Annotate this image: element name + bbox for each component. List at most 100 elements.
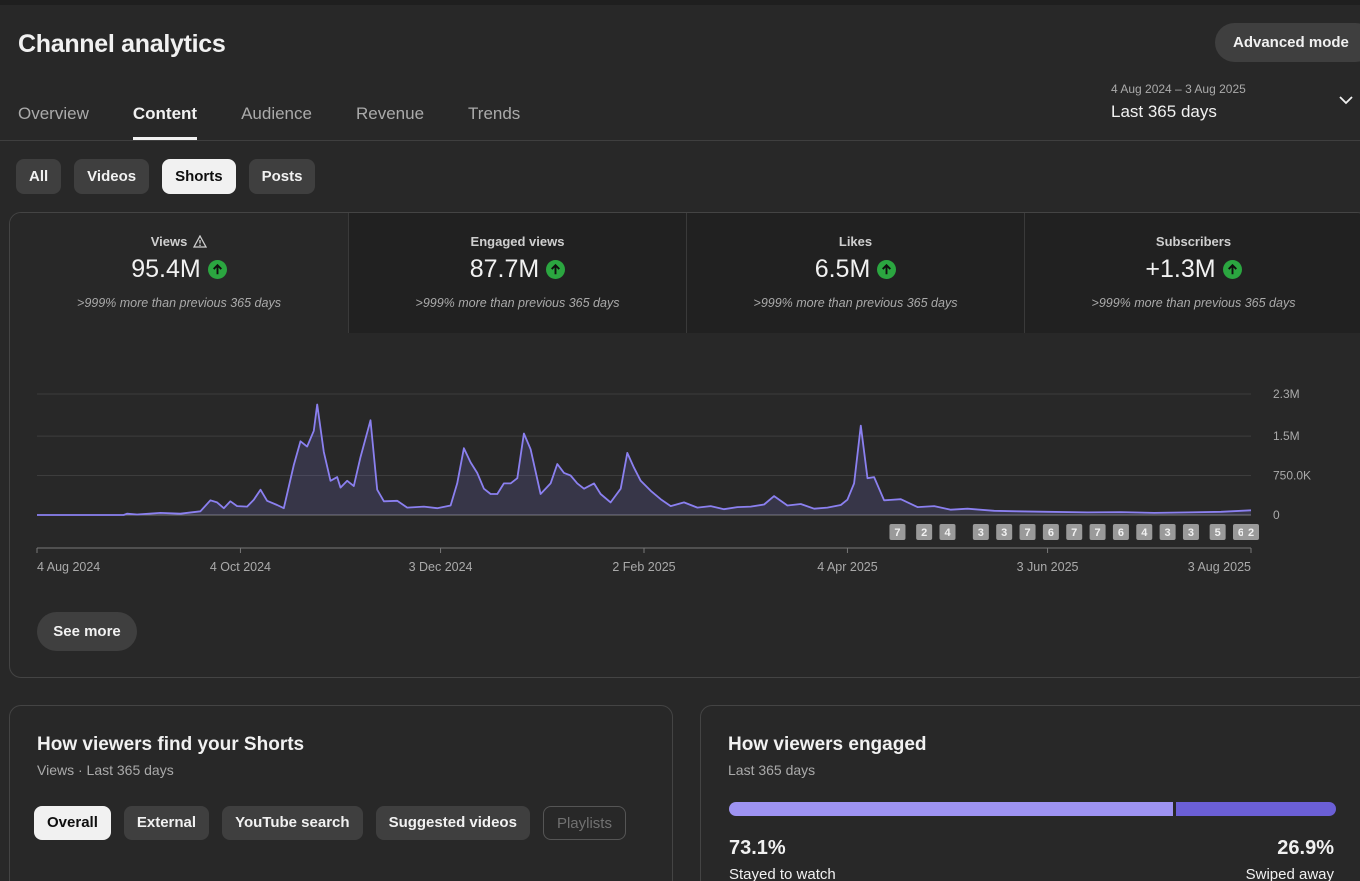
upload-marker-label: 7 bbox=[894, 527, 900, 539]
metric-value-text: +1.3M bbox=[1145, 255, 1216, 283]
series-line bbox=[37, 403, 1252, 516]
tabs-divider bbox=[0, 140, 1360, 141]
upload-marker bbox=[996, 524, 1013, 540]
metric-note: >999% more than previous 365 days bbox=[77, 296, 281, 310]
traffic-chip-overall[interactable]: Overall bbox=[34, 806, 111, 840]
date-range-picker[interactable]: 4 Aug 2024 – 3 Aug 2025 Last 365 days bbox=[1111, 80, 1360, 135]
upload-marker bbox=[1243, 524, 1259, 540]
traffic-filter-chips: Overall External YouTube search Suggeste… bbox=[34, 806, 639, 840]
date-range-label: Last 365 days bbox=[1111, 102, 1217, 121]
upload-marker-label: 3 bbox=[1165, 527, 1171, 539]
arrow-up-icon bbox=[877, 260, 897, 279]
upload-marker-label: 6 bbox=[1238, 527, 1244, 539]
x-tick-label: 4 Oct 2024 bbox=[210, 560, 271, 574]
upload-marker bbox=[1089, 524, 1106, 540]
metric-views[interactable]: Views 95.4M >999% more than previous 365… bbox=[10, 213, 348, 333]
x-tick-label: 3 Aug 2025 bbox=[1188, 560, 1251, 574]
filter-videos[interactable]: Videos bbox=[74, 159, 150, 194]
date-range-text: 4 Aug 2024 – 3 Aug 2025 bbox=[1111, 82, 1246, 96]
traffic-chip-suggested-videos[interactable]: Suggested videos bbox=[375, 806, 530, 840]
upload-marker-label: 2 bbox=[921, 527, 927, 539]
tab-overview[interactable]: Overview bbox=[18, 104, 89, 123]
views-chart-card: Views 95.4M >999% more than previous 365… bbox=[9, 212, 1360, 678]
metric-value: +1.3M bbox=[1025, 255, 1360, 284]
arrow-up-icon bbox=[1222, 260, 1242, 279]
tab-audience[interactable]: Audience bbox=[241, 104, 312, 123]
upload-marker bbox=[939, 524, 956, 540]
stayed-bar bbox=[729, 802, 1173, 816]
upload-marker bbox=[1042, 524, 1059, 540]
swiped-bar bbox=[1176, 802, 1336, 816]
card-title: How viewers engaged bbox=[728, 734, 927, 755]
metric-tabs: Views 95.4M >999% more than previous 365… bbox=[10, 213, 1360, 333]
y-tick-label: 1.5M bbox=[1273, 429, 1300, 443]
metric-value: 87.7M bbox=[349, 255, 686, 284]
metric-label: Subscribers bbox=[1155, 234, 1232, 249]
upload-marker bbox=[1112, 524, 1129, 540]
upload-marker bbox=[1136, 524, 1153, 540]
upload-marker bbox=[1182, 524, 1199, 540]
engagement-card: How viewers engaged Last 365 days 73.1% … bbox=[700, 705, 1360, 881]
y-tick-label: 2.3M bbox=[1273, 387, 1300, 401]
metric-value-text: 6.5M bbox=[814, 255, 871, 283]
metric-label-text: Views bbox=[150, 234, 188, 249]
upload-marker bbox=[1159, 524, 1176, 540]
upload-marker-label: 7 bbox=[1095, 527, 1101, 539]
metric-subscribers[interactable]: Subscribers +1.3M >999% more than previo… bbox=[1024, 213, 1360, 333]
page-title: Channel analytics bbox=[18, 30, 226, 58]
upload-marker-label: 3 bbox=[978, 527, 984, 539]
analytics-tabs: Overview Content Audience Revenue Trends bbox=[18, 104, 564, 140]
upload-marker-label: 4 bbox=[944, 527, 951, 539]
tab-revenue[interactable]: Revenue bbox=[355, 104, 425, 123]
see-more-button[interactable]: See more bbox=[37, 612, 137, 651]
upload-marker bbox=[1066, 524, 1083, 540]
upload-marker bbox=[1019, 524, 1036, 540]
stayed-label: Stayed to watch bbox=[729, 866, 836, 881]
metric-value-text: 87.7M bbox=[469, 255, 540, 283]
metric-engaged-views[interactable]: Engaged views 87.7M >999% more than prev… bbox=[348, 213, 686, 333]
traffic-sources-card: How viewers find your Shorts Views · Las… bbox=[9, 705, 673, 881]
traffic-chip-playlists: Playlists bbox=[542, 806, 626, 840]
upload-marker bbox=[972, 524, 989, 540]
metric-label: Likes bbox=[838, 234, 873, 249]
x-tick-label: 4 Aug 2024 bbox=[37, 560, 100, 574]
card-title: How viewers find your Shorts bbox=[37, 734, 305, 755]
y-tick-label: 0 bbox=[1273, 508, 1280, 522]
metric-label: Views bbox=[10, 234, 348, 249]
content-filter-chips: All Videos Shorts Posts bbox=[16, 159, 328, 194]
swiped-label: Swiped away bbox=[1245, 866, 1334, 881]
metric-label: Engaged views bbox=[470, 234, 565, 249]
card-subtitle: Views · Last 365 days bbox=[37, 762, 174, 778]
metric-note: >999% more than previous 365 days bbox=[415, 296, 620, 310]
upload-marker-label: 2 bbox=[1248, 527, 1254, 539]
tab-trends[interactable]: Trends bbox=[468, 104, 521, 123]
y-tick-label: 750.0K bbox=[1273, 469, 1311, 483]
card-subtitle: Last 365 days bbox=[728, 762, 816, 778]
upload-marker bbox=[889, 524, 906, 540]
chevron-down-icon bbox=[1339, 96, 1353, 105]
traffic-chip-external[interactable]: External bbox=[123, 806, 210, 840]
tab-content[interactable]: Content bbox=[132, 104, 198, 140]
filter-posts[interactable]: Posts bbox=[248, 159, 316, 194]
upload-marker-label: 7 bbox=[1071, 527, 1077, 539]
metric-value: 6.5M bbox=[687, 255, 1024, 284]
upload-marker-label: 5 bbox=[1215, 527, 1221, 539]
advanced-mode-button[interactable]: Advanced mode bbox=[1215, 23, 1360, 62]
series-area bbox=[37, 404, 1251, 515]
traffic-chip-youtube-search[interactable]: YouTube search bbox=[222, 806, 363, 840]
upload-marker bbox=[1209, 524, 1226, 540]
arrow-up-icon bbox=[546, 260, 566, 279]
filter-shorts[interactable]: Shorts bbox=[162, 159, 236, 194]
top-strip bbox=[0, 0, 1360, 5]
x-tick-label: 2 Feb 2025 bbox=[612, 560, 675, 574]
metric-likes[interactable]: Likes 6.5M >999% more than previous 365 … bbox=[686, 213, 1024, 333]
upload-marker bbox=[916, 524, 933, 540]
stayed-percent: 73.1% bbox=[729, 837, 786, 859]
upload-marker-label: 6 bbox=[1118, 527, 1124, 539]
upload-marker-label: 6 bbox=[1048, 527, 1054, 539]
upload-marker-label: 4 bbox=[1141, 527, 1148, 539]
swiped-percent: 26.9% bbox=[1277, 837, 1334, 859]
views-line-chart[interactable]: 2.3M 1.5M 750.0K 0 4 Aug 2024 4 Oct 2024 3 Dec… bbox=[10, 213, 1360, 603]
x-tick-label: 3 Dec 2024 bbox=[409, 560, 473, 574]
filter-all[interactable]: All bbox=[16, 159, 62, 194]
